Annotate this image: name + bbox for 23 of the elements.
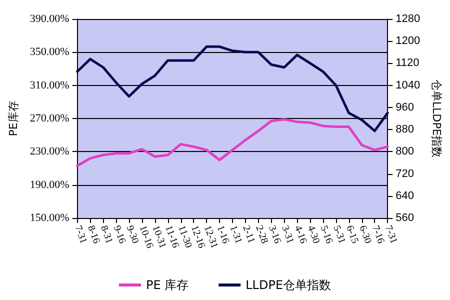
y-tick-label: 190.00% [30, 178, 70, 191]
y2-tick-label: 1280 [396, 13, 420, 25]
y2-tick-label: 960 [396, 101, 414, 114]
y-axis-title: PE库存 [7, 100, 20, 136]
y-tick-label: 230.00% [30, 146, 70, 158]
y-tick-label: 310.00% [30, 79, 70, 92]
legend-label: LLDPE仓单指数 [246, 278, 332, 292]
x-tick-label: 6-15 [344, 224, 360, 246]
y-tick-label: 350.00% [30, 46, 70, 58]
y2-tick-label: 1120 [396, 57, 420, 70]
y-tick-label: 150.00% [30, 212, 70, 224]
y2-tick-label: 1040 [396, 79, 420, 92]
y2-tick-label: 1200 [396, 35, 420, 48]
y-tick-label: 390.00% [30, 13, 70, 25]
y2-tick-label: 880 [396, 124, 414, 136]
y2-axis-title: 仓单LLDPE指数 [430, 79, 443, 158]
y2-tick-label: 560 [396, 212, 414, 224]
y-tick-label: 270.00% [30, 112, 70, 124]
y2-tick-label: 800 [396, 146, 414, 158]
legend-label: PE 库存 [146, 278, 189, 292]
x-tick-label: 2-28 [253, 224, 270, 246]
y2-tick-label: 720 [396, 168, 414, 180]
y2-tick-label: 640 [396, 190, 414, 202]
